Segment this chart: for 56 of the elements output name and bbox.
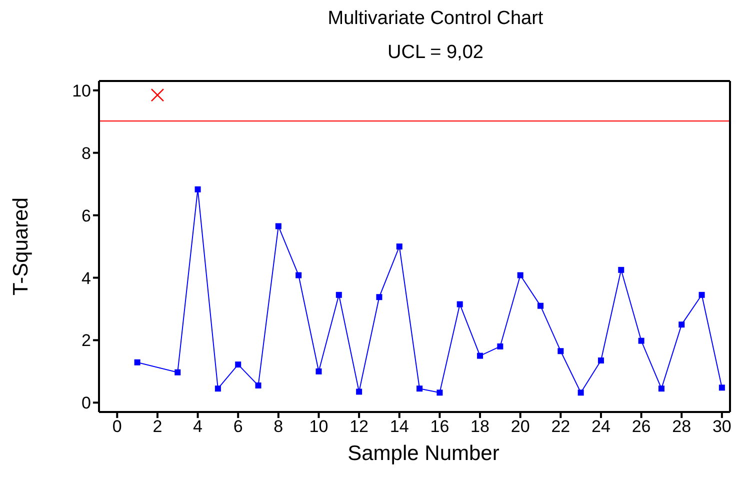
- point: [638, 338, 644, 344]
- y-tick-label: 2: [82, 331, 91, 350]
- x-tick-label: 0: [112, 417, 122, 436]
- point: [296, 272, 302, 278]
- x-tick-label: 28: [672, 417, 692, 436]
- x-tick-label: 22: [551, 417, 570, 436]
- point: [194, 186, 201, 192]
- x-tick-label: 14: [390, 417, 409, 436]
- y-axis-title: T-Squared: [9, 197, 32, 296]
- point: [558, 348, 564, 354]
- point: [134, 359, 140, 366]
- x-tick-label: 26: [632, 417, 651, 436]
- y-tick-label: 0: [82, 394, 91, 413]
- point: [517, 272, 524, 278]
- y-tick-label: 6: [82, 206, 91, 226]
- point: [174, 369, 181, 376]
- point: [376, 294, 382, 300]
- point: [336, 292, 342, 298]
- x-tick-label: 6: [233, 417, 243, 436]
- point: [578, 390, 584, 396]
- point: [255, 382, 262, 388]
- point: [456, 301, 463, 308]
- point: [698, 292, 705, 298]
- x-tick-label: 30: [712, 417, 732, 436]
- point: [658, 386, 664, 392]
- x-tick-label: 12: [350, 417, 369, 436]
- chart-title: Multivariate Control Chart: [326, 8, 544, 31]
- chart-subtitle: UCL = 9,02: [386, 42, 484, 65]
- x-tick-label: 18: [470, 417, 490, 436]
- point: [618, 266, 624, 273]
- point: [416, 386, 423, 392]
- point: [678, 322, 685, 328]
- point: [214, 386, 221, 392]
- point: [598, 357, 604, 364]
- point: [396, 244, 402, 250]
- y-tick-label: 8: [82, 144, 91, 163]
- point: [477, 352, 484, 359]
- point: [150, 88, 164, 102]
- point: [235, 362, 242, 368]
- point: [538, 302, 544, 309]
- point: [275, 223, 282, 230]
- y-tick-label: 4: [82, 268, 91, 288]
- x-tick-label: 2: [152, 417, 162, 436]
- x-tick-label: 4: [193, 417, 203, 436]
- x-tick-label: 20: [510, 417, 530, 436]
- point: [316, 368, 322, 374]
- x-tick-label: 24: [592, 417, 610, 436]
- point: [497, 343, 504, 350]
- x-tick-label: 10: [309, 417, 328, 436]
- x-axis-title: Sample Number: [346, 442, 500, 466]
- point: [356, 388, 362, 395]
- point: [718, 384, 725, 391]
- point: [436, 390, 443, 396]
- y-tick-label: 10: [72, 81, 91, 100]
- x-tick-label: 8: [274, 417, 284, 436]
- x-tick-label: 16: [430, 417, 450, 436]
